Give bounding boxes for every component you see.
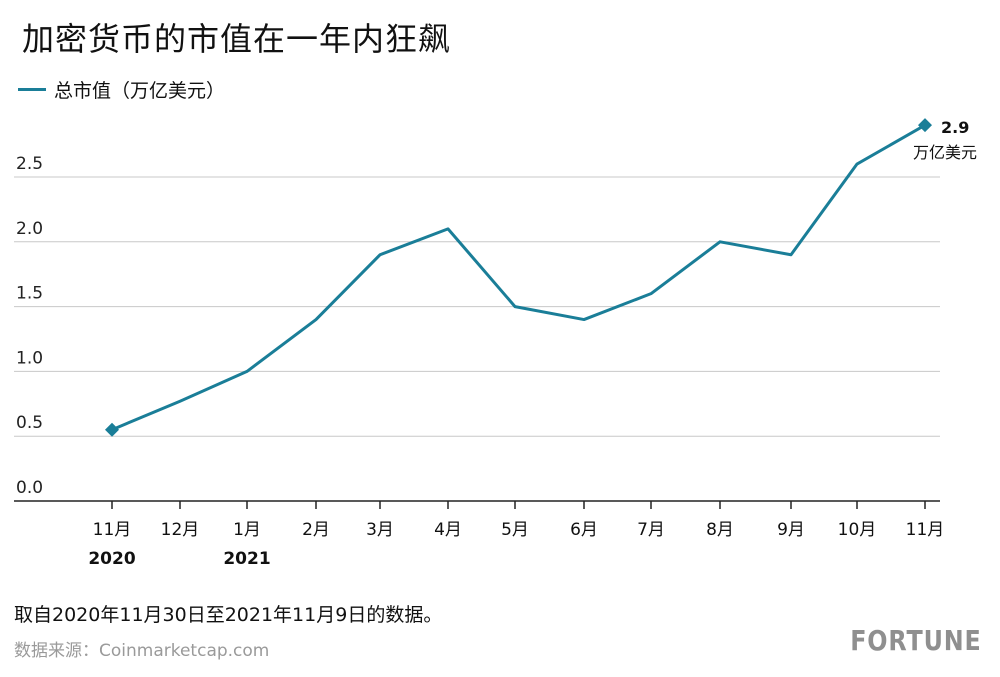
data-note: 取自2020年11月30日至2021年11月9日的数据。 bbox=[14, 604, 443, 626]
x-tick-label: 11月 bbox=[93, 520, 132, 540]
x-tick-label: 3月 bbox=[366, 520, 394, 540]
x-tick-label: 8月 bbox=[706, 520, 734, 540]
start-point-marker bbox=[105, 422, 119, 437]
source-credit: 数据来源：Coinmarketcap.com bbox=[14, 641, 270, 661]
x-tick-label: 4月 bbox=[434, 520, 462, 540]
x-tick-label: 1月 bbox=[233, 520, 261, 540]
y-tick-label: 0.5 bbox=[16, 413, 43, 433]
series-line bbox=[111, 123, 926, 432]
x-tick-label: 9月 bbox=[777, 520, 805, 540]
x-tick-label: 10月 bbox=[838, 520, 877, 540]
y-tick-label: 1.0 bbox=[16, 348, 43, 368]
x-year-label: 2020 bbox=[88, 549, 135, 569]
x-tick-label: 12月 bbox=[161, 520, 200, 540]
y-tick-label: 1.5 bbox=[16, 284, 43, 304]
x-tick-label: 11月 bbox=[906, 520, 945, 540]
x-tick-label: 2月 bbox=[302, 520, 330, 540]
x-tick-label: 6月 bbox=[570, 520, 598, 540]
x-year-label: 2021 bbox=[223, 549, 270, 569]
legend-swatch bbox=[18, 88, 46, 91]
end-unit-label: 万亿美元 bbox=[913, 143, 977, 162]
chart-title: 加密货币的市值在一年内狂飙 bbox=[22, 20, 452, 58]
brand-logo: FORTUNE bbox=[850, 624, 982, 657]
y-tick-label: 2.0 bbox=[16, 219, 43, 239]
end-value-label: 2.9 bbox=[941, 118, 969, 137]
y-tick-label: 2.5 bbox=[16, 154, 43, 174]
x-tick-label: 5月 bbox=[501, 520, 529, 540]
x-tick-label: 7月 bbox=[637, 520, 665, 540]
end-point-marker bbox=[918, 118, 932, 133]
legend: 总市值（万亿美元） bbox=[18, 76, 225, 103]
y-tick-label: 0.0 bbox=[16, 478, 43, 498]
legend-label: 总市值（万亿美元） bbox=[54, 80, 226, 102]
